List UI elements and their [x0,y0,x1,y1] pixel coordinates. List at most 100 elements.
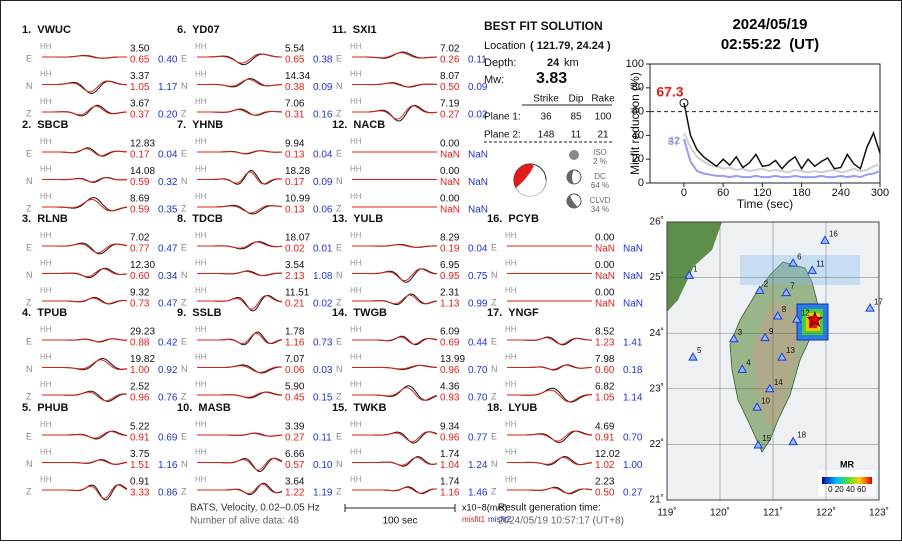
misfit2: 0.11 [468,55,487,66]
misfit1: 1.02 [595,460,615,471]
channel: HH [350,420,362,429]
channel: HH [195,259,207,268]
misfit1: 0.60 [595,365,615,376]
misfit1: 1.05 [595,393,615,404]
series-label: 42 [668,135,680,147]
map-y-label: 21˚ [650,494,664,506]
misfit2: NaN [623,299,643,310]
misfit2: 1.24 [468,460,488,471]
amplitude: 14.08 [130,166,155,177]
waveform-synthetic [42,459,128,465]
waveform-synthetic [507,430,593,442]
misfit2: 0.76 [158,393,178,404]
y-tick-label: 100 [626,58,644,70]
epicenter [806,310,824,328]
plane-label: Plane 1: [484,112,521,123]
misfit2: 1.19 [313,488,333,499]
component: N [26,176,33,186]
amplitude: 8.52 [595,327,615,338]
colorbar [822,477,872,484]
misfit1: 1.22 [285,488,305,499]
misfit2: 0.99 [468,299,488,310]
plane-value: 148 [538,130,555,141]
station-number: 15 [762,434,771,443]
waveform-synthetic [197,332,283,345]
misfit1: 0.50 [440,82,460,93]
amplitude: 0.00 [595,233,615,244]
misfit1: 0.65 [285,55,305,66]
component: Z [336,391,342,401]
waveform-synthetic [507,456,593,466]
y-tick-label: 20 [632,153,644,165]
misfit2: 0.69 [158,433,178,444]
station-number: 14 [774,378,783,387]
waveform-synthetic [197,78,282,87]
amplitude: 6.95 [440,260,460,271]
waveform-synthetic [42,338,127,343]
component: N [26,459,33,469]
misfit2: 0.16 [313,110,333,121]
component: Z [181,297,187,307]
component: Z [491,486,497,496]
amplitude: 18.07 [285,233,310,244]
misfit1: 0.59 [130,205,150,216]
waveform-synthetic [42,268,128,278]
channel: HH [40,380,52,389]
misfit2: 0.44 [468,338,488,349]
waveform-synthetic [197,295,282,310]
channel: HH [40,70,52,79]
amplitude: 10.99 [285,194,310,205]
amplitude: 3.50 [130,44,150,55]
component: N [26,364,33,374]
channel: HH [40,420,52,429]
amplitude: 6.09 [440,327,460,338]
station-number: 7 [790,282,795,291]
result-time: 2024/05/19 10:57:17 (UT+8) [498,516,624,527]
channel: HH [195,325,207,334]
waveform-synthetic [42,55,127,59]
map-x-label: 119˚ [657,507,676,519]
waveform-synthetic [197,150,282,154]
channel: HH [195,231,207,240]
station-marker [865,303,875,312]
station-marker [760,332,770,342]
component: E [181,242,187,252]
misfit1: 0.93 [440,393,460,404]
misfit1: 0.27 [285,433,305,444]
misfit2: 0.34 [158,271,178,282]
misfit1: 0.96 [440,365,460,376]
channel: HH [505,259,517,268]
misfit1: NaN [440,150,460,161]
station-number: 9 [769,327,774,336]
component: N [181,364,188,374]
component: E [181,53,187,63]
amplitude: 12.83 [130,139,155,150]
amplitude: 6.82 [595,382,615,393]
channel: HH [350,475,362,484]
amplitude: 7.02 [130,233,150,244]
channel: HH [195,137,207,146]
misfit1: 0.26 [440,55,460,66]
misfit2-key: misfit2 [488,515,512,524]
x-tick-label: 180 [792,187,810,199]
channel: HH [350,231,362,240]
x-tick-label: 300 [871,187,889,199]
station-marker [764,383,775,393]
station-marker [820,235,830,244]
column-header: Strike [533,94,559,105]
station-number: 5 [697,346,702,355]
component: E [491,242,497,252]
misfit2: 0.70 [468,365,488,376]
station-marker [688,352,698,361]
amplitude: 4.36 [440,382,460,393]
waveform-synthetic [42,391,128,402]
component: N [491,364,498,374]
x-tick-label: 120 [753,187,771,199]
station-number: 4 [746,358,751,367]
amplitude: 0.00 [440,194,460,205]
plane-label: Plane 2: [484,130,521,141]
station-number: 3 [738,328,743,337]
waveform-synthetic [352,364,438,370]
channel: HH [195,42,207,51]
component: N [181,270,188,280]
